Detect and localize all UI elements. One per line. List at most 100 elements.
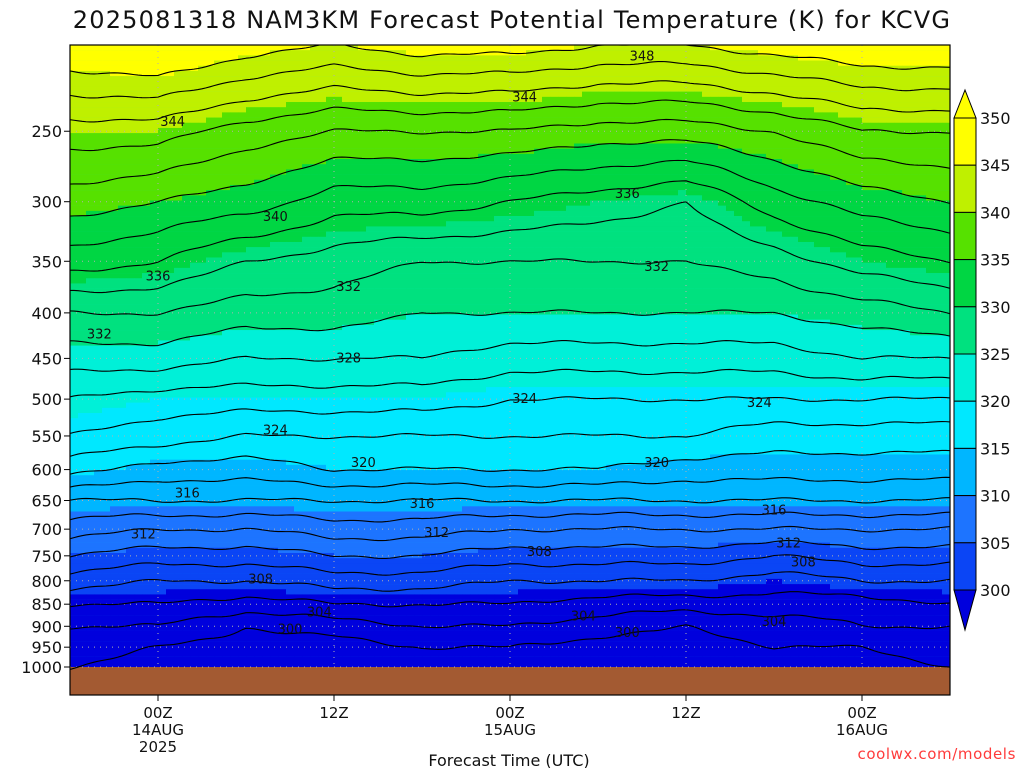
shaded-cell bbox=[750, 190, 759, 196]
shaded-cell bbox=[398, 143, 407, 149]
shaded-cell bbox=[782, 91, 791, 98]
shaded-cell bbox=[134, 122, 143, 129]
shaded-cell bbox=[190, 210, 199, 217]
shaded-cell bbox=[646, 45, 655, 51]
shaded-cell bbox=[494, 174, 503, 181]
shaded-cell bbox=[454, 210, 463, 217]
shaded-cell bbox=[486, 184, 495, 191]
shaded-cell bbox=[934, 112, 943, 118]
shaded-cell bbox=[118, 231, 127, 238]
shaded-cell bbox=[622, 138, 631, 144]
shaded-cell bbox=[278, 226, 287, 232]
shaded-cell bbox=[566, 273, 575, 279]
shaded-cell bbox=[350, 96, 359, 103]
shaded-cell bbox=[518, 127, 527, 134]
shaded-cell bbox=[606, 179, 615, 186]
shaded-cell bbox=[334, 45, 343, 51]
shaded-cell bbox=[222, 190, 231, 196]
shaded-cell bbox=[206, 164, 215, 170]
shaded-cell bbox=[534, 50, 543, 56]
shaded-cell bbox=[222, 210, 231, 217]
shaded-cell bbox=[166, 159, 175, 165]
shaded-cell bbox=[254, 169, 263, 175]
shaded-cell bbox=[214, 164, 223, 170]
shaded-cell bbox=[102, 133, 111, 139]
shaded-cell bbox=[582, 148, 591, 155]
shaded-cell bbox=[510, 241, 519, 248]
shaded-cell bbox=[758, 65, 767, 72]
shaded-cell bbox=[358, 122, 367, 129]
shaded-cell bbox=[302, 184, 311, 191]
shaded-cell bbox=[110, 96, 119, 103]
shaded-cell bbox=[534, 45, 543, 51]
shaded-cell bbox=[134, 65, 143, 72]
shaded-cell bbox=[614, 159, 623, 165]
shaded-cell bbox=[526, 252, 535, 258]
shaded-cell bbox=[142, 60, 151, 66]
shaded-cell bbox=[86, 262, 95, 269]
shaded-cell bbox=[150, 236, 159, 243]
shaded-cell bbox=[614, 153, 623, 160]
shaded-cell bbox=[870, 205, 879, 212]
shaded-cell bbox=[526, 210, 535, 217]
shaded-cell bbox=[566, 226, 575, 232]
shaded-cell bbox=[222, 205, 231, 212]
shaded-cell bbox=[662, 273, 671, 279]
shaded-cell bbox=[398, 205, 407, 212]
shaded-cell bbox=[414, 122, 423, 129]
shaded-cell bbox=[918, 107, 927, 113]
shaded-cell bbox=[926, 179, 935, 186]
shaded-cell bbox=[318, 153, 327, 160]
shaded-cell bbox=[814, 76, 823, 82]
shaded-cell bbox=[198, 231, 207, 238]
shaded-cell bbox=[534, 262, 543, 269]
shaded-cell bbox=[566, 70, 575, 77]
shaded-cell bbox=[886, 190, 895, 196]
shaded-cell bbox=[774, 241, 783, 248]
shaded-cell bbox=[150, 241, 159, 248]
shaded-cell bbox=[934, 174, 943, 181]
shaded-cell bbox=[886, 102, 895, 108]
shaded-cell bbox=[894, 247, 903, 253]
shaded-cell bbox=[614, 96, 623, 103]
shaded-cell bbox=[430, 267, 439, 274]
shaded-cell bbox=[926, 148, 935, 155]
shaded-cell bbox=[910, 148, 919, 155]
shaded-cell bbox=[534, 174, 543, 181]
shaded-cell bbox=[222, 107, 231, 113]
shaded-cell bbox=[454, 76, 463, 82]
shaded-cell bbox=[638, 231, 647, 238]
shaded-cell bbox=[182, 76, 191, 82]
shaded-cell bbox=[174, 133, 183, 139]
shaded-cell bbox=[182, 102, 191, 108]
shaded-cell bbox=[102, 195, 111, 201]
shaded-cell bbox=[566, 153, 575, 160]
shaded-cell bbox=[70, 107, 79, 113]
shaded-cell bbox=[510, 133, 519, 139]
shaded-cell bbox=[542, 231, 551, 238]
shaded-cell bbox=[358, 184, 367, 191]
shaded-cell bbox=[782, 169, 791, 175]
shaded-cell bbox=[206, 184, 215, 191]
shaded-cell bbox=[414, 174, 423, 181]
shaded-cell bbox=[702, 148, 711, 155]
shaded-cell bbox=[774, 205, 783, 212]
shaded-cell bbox=[638, 273, 647, 279]
shaded-cell bbox=[166, 153, 175, 160]
shaded-cell bbox=[470, 133, 479, 139]
shaded-cell bbox=[150, 231, 159, 238]
shaded-cell bbox=[606, 60, 615, 66]
shaded-cell bbox=[446, 60, 455, 66]
shaded-cell bbox=[374, 76, 383, 82]
shaded-cell bbox=[910, 70, 919, 77]
shaded-cell bbox=[726, 117, 735, 123]
shaded-cell bbox=[526, 45, 535, 51]
shaded-cell bbox=[486, 76, 495, 82]
shaded-cell bbox=[718, 70, 727, 77]
shaded-cell bbox=[198, 60, 207, 66]
shaded-cell bbox=[486, 179, 495, 186]
shaded-cell bbox=[606, 184, 615, 191]
shaded-cell bbox=[158, 112, 167, 118]
shaded-cell bbox=[622, 221, 631, 227]
shaded-cell bbox=[366, 174, 375, 181]
